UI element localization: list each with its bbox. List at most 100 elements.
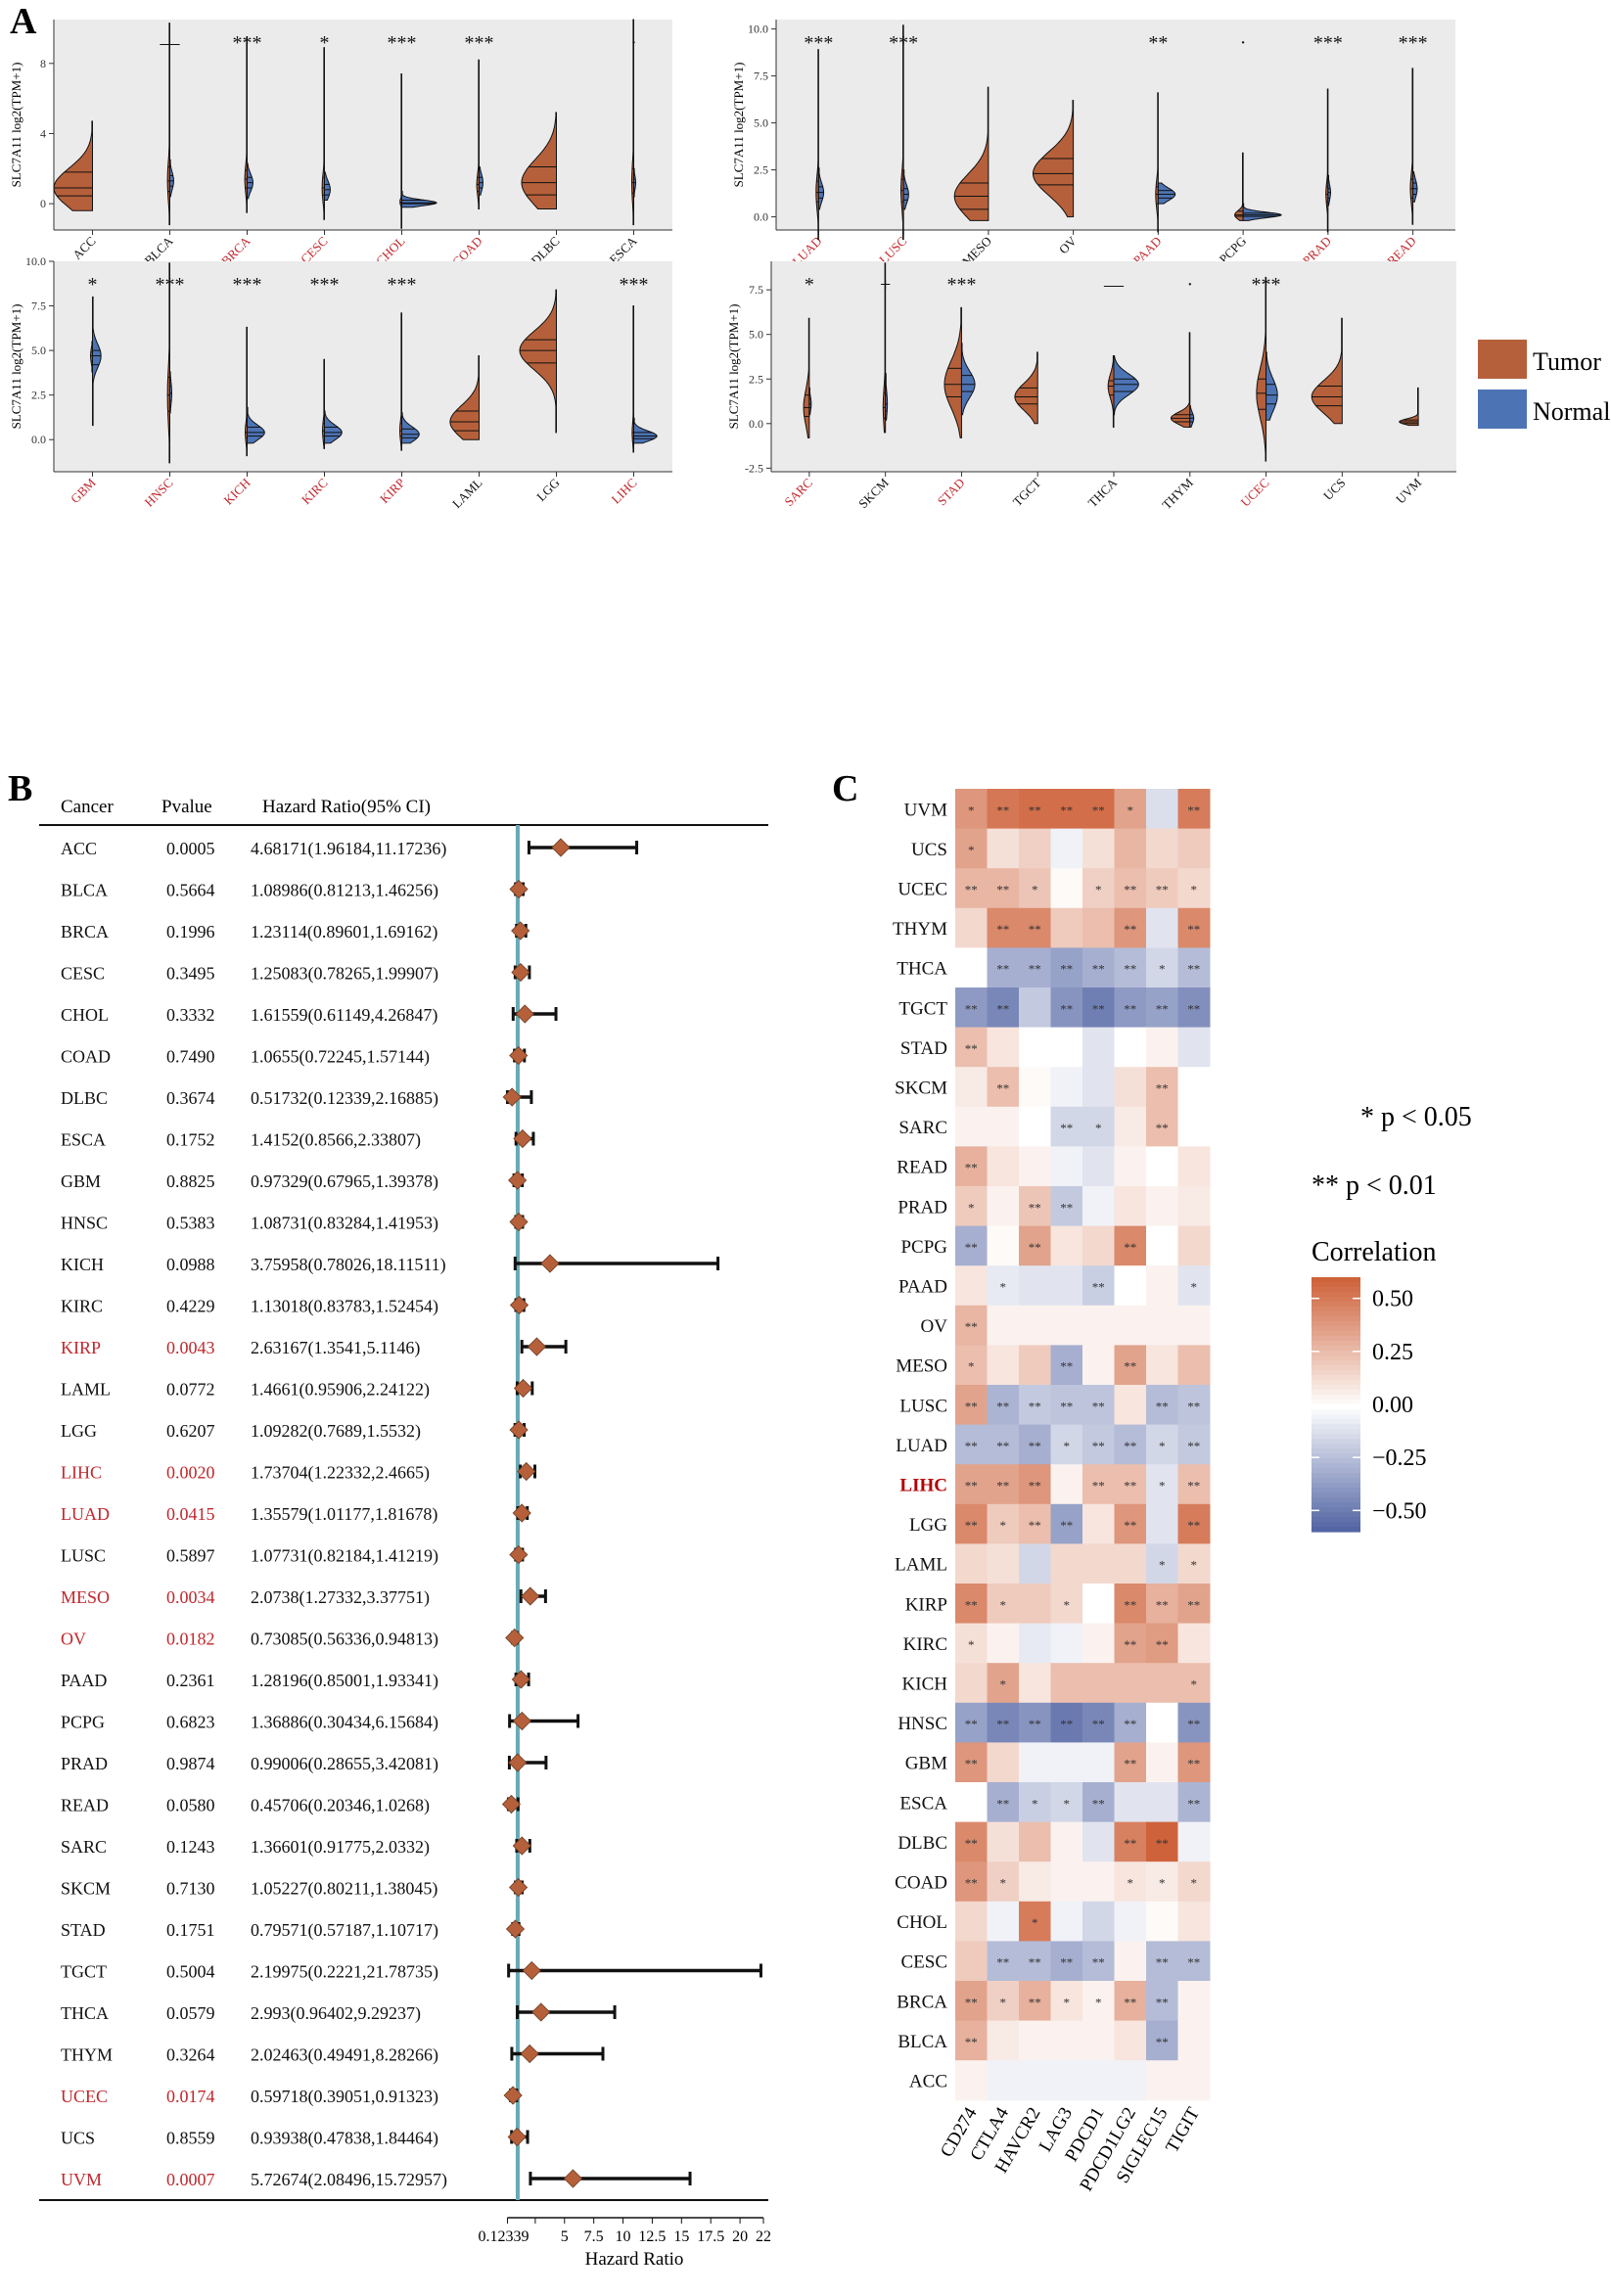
heatmap-cell: [1082, 2060, 1115, 2101]
forest-pvalue-brca: 0.1996: [166, 922, 215, 941]
heatmap-cell: [1114, 1543, 1147, 1584]
heatmap-cell: [1146, 1345, 1178, 1386]
heatmap-cell: [955, 1584, 988, 1625]
heatmap-cell-stars: **: [1092, 1717, 1105, 1731]
heatmap-cell-stars: **: [965, 1001, 978, 1016]
heatmap-cell: [1019, 868, 1051, 909]
heatmap-cell: [1050, 947, 1083, 988]
heatmap-cell: [1082, 1901, 1115, 1942]
heatmap-cell-stars: **: [1092, 962, 1105, 977]
plot-background: [776, 20, 1455, 230]
heatmap-cell-stars: **: [965, 1995, 978, 2009]
heatmap-cell-stars: **: [1124, 962, 1136, 977]
heatmap-cell: [1019, 1385, 1051, 1426]
heatmap-cell-stars: *: [1000, 1876, 1007, 1891]
heatmap-cell: [1146, 1663, 1178, 1704]
heatmap-cell: [1114, 1106, 1147, 1147]
heatmap-cell: [1082, 1345, 1115, 1386]
heatmap-cell: [1114, 1345, 1147, 1386]
heatmap-cell-stars: **: [1124, 883, 1136, 897]
y-axis-title: SLC7A11 log2(TPM+1): [9, 304, 23, 430]
forest-hr-text-skcm: 1.05227(0.80211,1.38045): [251, 1879, 437, 1900]
heatmap-cell-stars: **: [1029, 962, 1041, 977]
heatmap-cell-stars: *: [1064, 1597, 1071, 1612]
forest-pvalue-skcm: 0.7130: [166, 1879, 215, 1899]
x-tick-label-skcm: SKCM: [855, 475, 892, 511]
heatmap-cell: [1019, 1027, 1051, 1068]
violin-normal-hnsc: [169, 371, 172, 414]
forest-hr-marker-pcpg: [512, 1711, 531, 1731]
heatmap-cell: [1114, 1265, 1147, 1307]
heatmap-row-label-thym: THYM: [893, 919, 947, 940]
heatmap-cell: [1177, 1305, 1211, 1346]
heatmap-cell: [1114, 1861, 1147, 1903]
heatmap-cell: [1146, 1861, 1178, 1903]
forest-hr-marker-blca: [509, 879, 529, 899]
heatmap-cell-stars: **: [1156, 1995, 1169, 2009]
x-tick-label-thca: THCA: [1084, 475, 1120, 510]
heatmap-cell-stars: **: [1029, 1240, 1041, 1255]
heatmap-cell: [955, 1027, 988, 1068]
colorbar-segment: [1312, 1478, 1360, 1484]
heatmap-cell: [1146, 868, 1178, 909]
y-tick-label: 2.5: [749, 372, 763, 386]
heatmap-cell: [1114, 1067, 1147, 1108]
heatmap-cell-stars: *: [1191, 1876, 1198, 1891]
heatmap-cell-stars: **: [1029, 1479, 1041, 1493]
heatmap-cell: [955, 2060, 988, 2101]
heatmap-cell-stars: **: [1060, 1955, 1073, 1970]
forest-cancer-skcm: SKCM: [61, 1879, 111, 1899]
heatmap-cell: [987, 1861, 1020, 1903]
heatmap-cell: [1146, 1027, 1178, 1068]
heatmap-cell: [955, 1345, 988, 1386]
heatmap-cell: [1146, 1464, 1178, 1505]
colorbar-segment: [1312, 1522, 1360, 1528]
heatmap-cell: [1114, 1663, 1147, 1704]
forest-cancer-esca: ESCA: [61, 1130, 106, 1150]
heatmap-cell-stars: **: [965, 1479, 978, 1493]
forest-cancer-acc: ACC: [61, 839, 97, 858]
forest-hr-text-thym: 2.02463(0.49491,8.28266): [251, 2045, 438, 2066]
y-tick-label: 0: [40, 197, 46, 210]
heatmap-cell: [1146, 1106, 1178, 1147]
heatmap-cell: [955, 1146, 988, 1187]
forest-cancer-blca: BLCA: [61, 881, 108, 900]
colorbar-segment: [1312, 1468, 1360, 1474]
heatmap-cell-stars: *: [1159, 1558, 1166, 1573]
heatmap-cell: [1146, 1901, 1178, 1942]
heatmap-cell: [1146, 1146, 1178, 1187]
colorbar-segment: [1312, 1380, 1360, 1386]
heatmap-cell: [1177, 1424, 1211, 1465]
y-axis-title: SLC7A11 log2(TPM+1): [731, 63, 746, 188]
legend-tumor-label: Tumor: [1533, 347, 1601, 376]
forest-cancer-stad: STAD: [61, 1920, 106, 1940]
heatmap-cell: [987, 907, 1020, 948]
heatmap-cell-stars: **: [1060, 1200, 1073, 1215]
colorbar-segment: [1312, 1287, 1360, 1293]
heatmap-cell: [1177, 868, 1211, 909]
x-tick-label-ucs: UCS: [1320, 476, 1348, 503]
forest-cancer-dlbc: DLBC: [61, 1088, 108, 1108]
heatmap-row-label-sarc: SARC: [898, 1118, 947, 1138]
forest-hr-marker-acc: [551, 838, 571, 857]
forest-hr-marker-kirc: [509, 1295, 529, 1315]
heatmap-cell-stars: **: [965, 1399, 978, 1413]
forest-hr-text-read: 0.45706(0.20346,1.0268): [251, 1796, 430, 1816]
forest-pvalue-laml: 0.0772: [166, 1380, 215, 1400]
heatmap-row-label-gbm: GBM: [905, 1754, 947, 1774]
heatmap-cell: [1050, 1543, 1083, 1584]
forest-hr-text-laml: 1.4661(0.95906,2.24122): [251, 1380, 430, 1401]
heatmap-cell-stars: *: [1000, 1280, 1007, 1295]
heatmap-cell: [1019, 1067, 1051, 1108]
heatmap-cell-stars: **: [1187, 1757, 1200, 1771]
colorbar-segment: [1312, 1375, 1360, 1381]
heatmap-cell-stars: **: [1187, 1001, 1200, 1016]
forest-pvalue-meso: 0.0034: [166, 1587, 215, 1607]
heatmap-cell-stars: **: [1092, 1399, 1105, 1413]
forest-hr-text-uvm: 5.72674(2.08496,15.72957): [251, 2170, 447, 2190]
violin-tumor-paad: [1155, 92, 1159, 233]
heatmap-cell-stars: **: [1187, 1717, 1200, 1731]
colorbar-tick-label: 0.50: [1372, 1287, 1413, 1312]
heatmap-cell: [1050, 1584, 1083, 1625]
